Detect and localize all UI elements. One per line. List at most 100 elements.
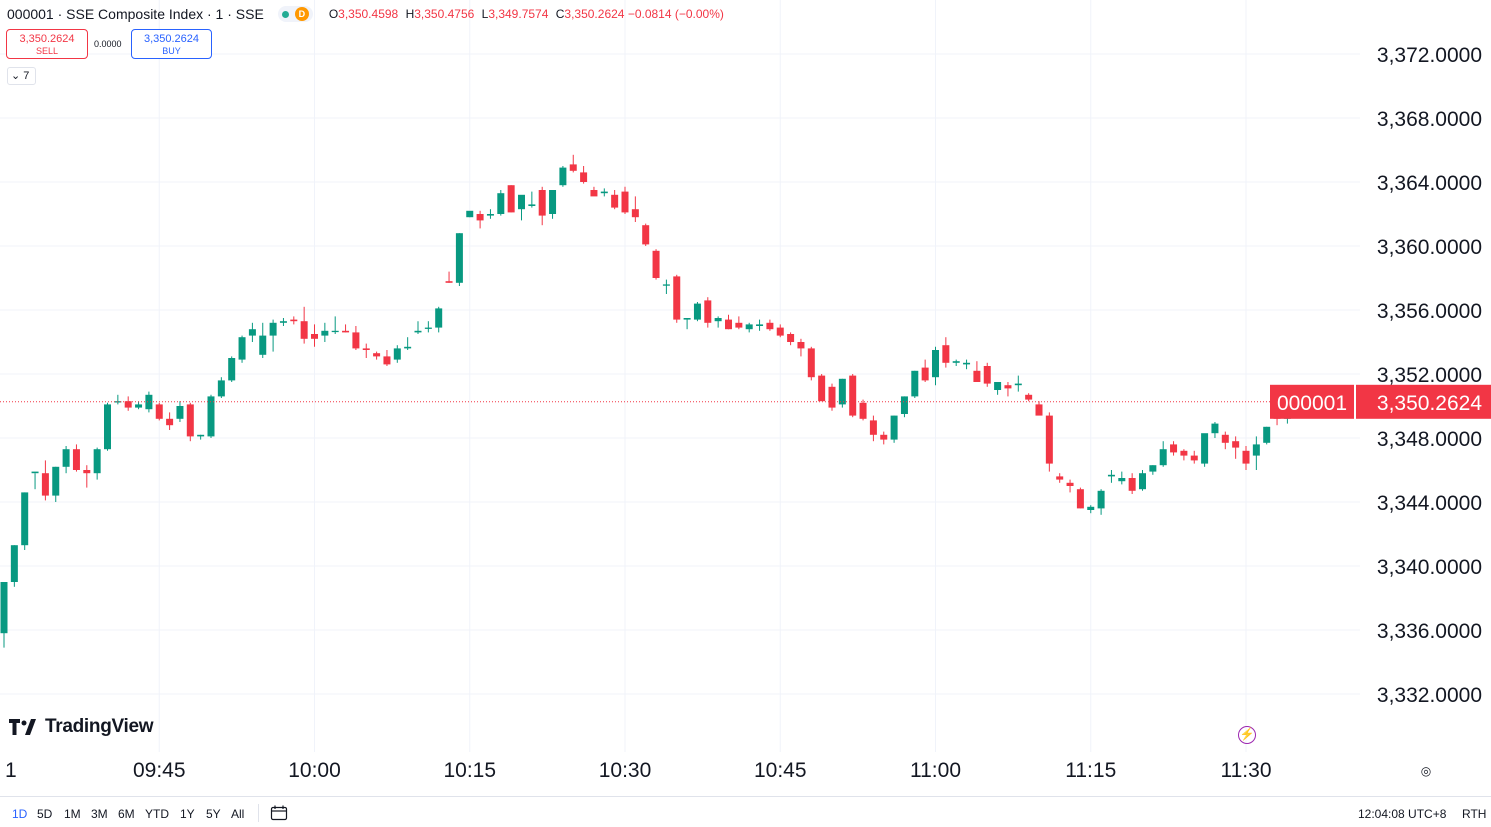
- range-1y[interactable]: 1Y: [180, 807, 195, 821]
- market-status[interactable]: D: [277, 6, 313, 22]
- time-tick-label: 10:30: [599, 759, 652, 782]
- candle: [393, 345, 401, 363]
- price-tick-label: 3,360.0000: [1377, 236, 1482, 259]
- candle-body: [797, 342, 805, 349]
- settings-icon[interactable]: ◎: [1420, 764, 1432, 778]
- symbol-title[interactable]: 000001 · SSE Composite Index · 1 · SSE: [7, 6, 264, 22]
- candle-body: [414, 330, 422, 333]
- range-6m[interactable]: 6M: [118, 807, 135, 821]
- range-1m[interactable]: 1M: [64, 807, 81, 821]
- candle-body: [455, 233, 463, 283]
- candle: [559, 166, 567, 187]
- candle-body: [849, 375, 857, 416]
- candle: [994, 382, 1002, 395]
- candle-body: [642, 225, 650, 245]
- candle-body: [1170, 444, 1178, 453]
- candle-body: [466, 210, 474, 218]
- candle: [642, 223, 650, 246]
- candle: [921, 359, 929, 382]
- candle-body: [528, 204, 536, 206]
- candle-body: [911, 370, 919, 397]
- candle: [932, 346, 939, 386]
- candle: [145, 391, 153, 413]
- price-tick-label: 3,352.0000: [1377, 364, 1482, 387]
- candle-body: [362, 348, 370, 350]
- candle-body: [186, 404, 194, 437]
- candle: [424, 321, 432, 333]
- candle-body: [745, 324, 753, 330]
- candle: [1159, 441, 1167, 467]
- candle-body: [1025, 394, 1033, 400]
- clock-timezone[interactable]: 12:04:08 UTC+8: [1358, 807, 1447, 821]
- candle-body: [673, 276, 681, 320]
- candle: [197, 434, 205, 440]
- candle: [569, 154, 577, 173]
- candle: [186, 402, 194, 442]
- high-label: H: [405, 7, 415, 21]
- price-tick-label: 3,340.0000: [1377, 556, 1482, 579]
- candle-body: [683, 318, 691, 320]
- tradingview-mark-icon: [9, 719, 36, 735]
- candle-body: [569, 164, 577, 171]
- change-value: −0.0814 (−0.00%): [627, 7, 724, 21]
- price-axis[interactable]: 3,332.0000 3,336.0000 3,340.0000 3,344.0000…: [1377, 44, 1482, 707]
- candle: [869, 415, 877, 442]
- candle-body: [207, 396, 215, 437]
- range-1d[interactable]: 1D: [12, 807, 28, 821]
- candle-body: [155, 404, 163, 419]
- range-ytd[interactable]: YTD: [145, 807, 169, 821]
- candle: [217, 377, 225, 398]
- range-5y[interactable]: 5Y: [206, 807, 221, 821]
- time-axis[interactable]: 1 09:45 10:00 10:15 10:30 10:45 11:00 11:15 11:3…: [5, 759, 1272, 782]
- candle-body: [1076, 489, 1084, 509]
- candle-body: [83, 470, 91, 474]
- lightning-icon[interactable]: ⚡: [1238, 726, 1256, 744]
- candle-body: [963, 362, 971, 365]
- candlestick-series: [0, 154, 1333, 648]
- candle: [62, 446, 70, 474]
- price-chart[interactable]: 3,332.0000 3,336.0000 3,340.0000 3,344.0000…: [0, 0, 1491, 796]
- range-all[interactable]: All: [231, 807, 245, 821]
- candle-body: [228, 358, 236, 381]
- session-toggle[interactable]: RTH: [1462, 807, 1487, 821]
- candle: [486, 209, 494, 219]
- candle-body: [10, 545, 18, 582]
- candle-body: [259, 335, 267, 355]
- candle-body: [662, 284, 670, 286]
- candle: [838, 378, 846, 408]
- candle: [611, 190, 619, 210]
- candle-body: [1159, 449, 1167, 466]
- range-5d[interactable]: 5D: [37, 807, 53, 821]
- calendar-icon[interactable]: [270, 805, 288, 821]
- candle-body: [393, 348, 401, 360]
- range-3m[interactable]: 3M: [91, 807, 108, 821]
- candle-body: [611, 194, 619, 208]
- open-value: 3,350.4598: [338, 7, 399, 21]
- candle-body: [1118, 478, 1126, 482]
- low-label: L: [481, 7, 489, 21]
- candle-body: [735, 322, 743, 328]
- candle: [135, 401, 143, 410]
- tradingview-logo[interactable]: TradingView: [9, 716, 154, 738]
- candle-body: [1045, 415, 1053, 464]
- last-price-line: 000001 3,350.2624: [0, 384, 1491, 419]
- candle-body: [445, 281, 453, 283]
- candle-body: [518, 194, 525, 210]
- candle-body: [135, 404, 143, 408]
- candle: [290, 316, 298, 325]
- candle: [859, 399, 867, 421]
- time-tick-label: 09:45: [133, 759, 186, 782]
- candle: [942, 337, 950, 368]
- symbol-tag-background: [1270, 384, 1354, 419]
- candle-body: [807, 348, 815, 378]
- sell-button[interactable]: 3,350.2624 SELL: [6, 29, 88, 59]
- price-tick-label: 3,348.0000: [1377, 428, 1482, 451]
- candle-body: [124, 401, 132, 408]
- buy-price: 3,350.2624: [143, 33, 200, 45]
- candle: [1087, 505, 1095, 514]
- indicators-toggle[interactable]: ⌄ 7: [7, 67, 36, 85]
- candle: [1221, 431, 1229, 450]
- buy-button[interactable]: 3,350.2624 BUY: [131, 29, 212, 59]
- candle-body: [72, 449, 80, 470]
- candle: [1025, 393, 1033, 402]
